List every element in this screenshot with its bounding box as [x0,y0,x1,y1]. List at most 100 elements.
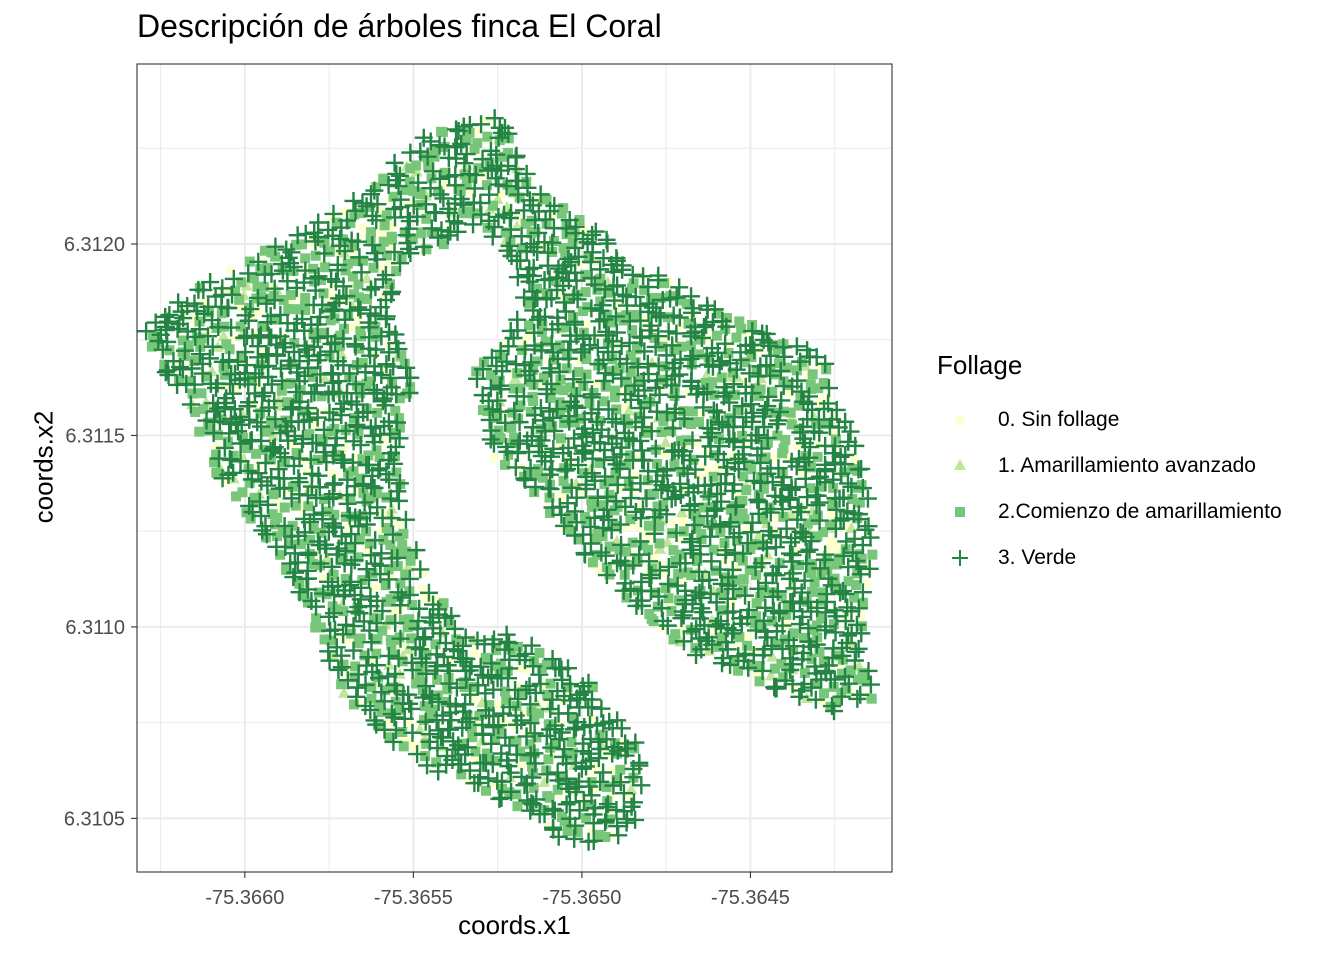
point-comienzo-amarillamiento [696,528,707,539]
point-verde [387,720,406,739]
point-comienzo-amarillamiento [785,407,796,418]
point-verde [386,437,405,456]
point-comienzo-amarillamiento [587,682,598,693]
point-comienzo-amarillamiento [828,619,839,630]
point-comienzo-amarillamiento [355,633,366,644]
point-verde [428,228,447,247]
point-verde [839,626,858,645]
point-verde [501,763,520,782]
point-comienzo-amarillamiento [372,634,383,645]
point-comienzo-amarillamiento [544,792,555,803]
point-verde [388,548,407,567]
point-comienzo-amarillamiento [556,208,567,219]
point-comienzo-amarillamiento [614,363,625,374]
point-comienzo-amarillamiento [399,358,410,369]
point-comienzo-amarillamiento [531,283,542,294]
point-verde [582,269,601,288]
point-comienzo-amarillamiento [470,746,481,757]
point-verde [220,351,239,370]
point-verde [566,263,585,282]
point-comienzo-amarillamiento [751,366,762,377]
plot-border [136,63,893,873]
point-amarillamiento-avanzado [337,686,350,698]
point-verde [282,489,301,508]
point-comienzo-amarillamiento [315,622,326,633]
point-comienzo-amarillamiento [791,365,802,376]
point-comienzo-amarillamiento [676,466,687,477]
point-comienzo-amarillamiento [484,754,495,765]
point-verde [583,225,602,244]
point-comienzo-amarillamiento [600,381,611,392]
point-verde [412,649,431,668]
point-amarillamiento-avanzado [766,650,779,662]
point-verde [768,582,787,601]
point-verde [612,369,631,388]
point-verde [365,478,384,497]
point-verde [265,391,284,410]
point-verde [497,177,516,196]
point-verde [572,343,591,362]
point-verde [215,398,234,417]
point-verde [307,433,326,452]
point-sin-follage [394,520,404,530]
point-verde [631,399,650,418]
point-comienzo-amarillamiento [480,652,491,663]
point-verde [489,716,508,735]
point-comienzo-amarillamiento [357,454,368,465]
point-comienzo-amarillamiento [614,544,625,555]
point-verde [493,362,512,381]
point-comienzo-amarillamiento [673,568,684,579]
point-verde [365,357,384,376]
point-comienzo-amarillamiento [385,540,396,551]
point-comienzo-amarillamiento [416,227,427,238]
point-comienzo-amarillamiento [832,559,843,570]
point-comienzo-amarillamiento [810,418,821,429]
point-verde [422,219,441,238]
point-verde [266,237,285,256]
point-verde [620,333,639,352]
point-comienzo-amarillamiento [767,386,778,397]
point-comienzo-amarillamiento [258,281,269,292]
point-verde [384,357,403,376]
point-comienzo-amarillamiento [713,308,724,319]
point-comienzo-amarillamiento [430,639,441,650]
point-comienzo-amarillamiento [567,237,578,248]
point-verde [833,582,852,601]
point-verde [479,769,498,788]
point-verde [592,699,611,718]
point-comienzo-amarillamiento [527,364,538,375]
point-verde [384,732,403,751]
point-comienzo-amarillamiento [534,708,545,719]
point-verde [754,611,773,630]
point-comienzo-amarillamiento [472,138,483,149]
point-verde [634,267,653,286]
point-comienzo-amarillamiento [371,488,382,499]
point-comienzo-amarillamiento [822,564,833,575]
point-comienzo-amarillamiento [277,525,288,536]
point-verde [575,544,594,563]
point-comienzo-amarillamiento [397,656,408,667]
point-verde [258,476,277,495]
point-comienzo-amarillamiento [769,663,780,674]
point-comienzo-amarillamiento [308,263,319,274]
point-verde [859,517,878,536]
point-verde [557,219,576,238]
point-verde [700,570,719,589]
point-comienzo-amarillamiento [397,726,408,737]
point-verde [761,503,780,522]
point-verde [833,646,852,665]
point-comienzo-amarillamiento [272,512,283,523]
point-comienzo-amarillamiento [481,180,492,191]
point-verde [386,325,405,344]
point-verde [640,569,659,588]
point-verde [389,491,408,510]
point-verde [567,326,586,345]
point-comienzo-amarillamiento [573,367,584,378]
point-verde [362,280,381,299]
x-tick-label: -75.3660 [205,887,284,909]
point-verde [633,418,652,437]
point-verde [521,459,540,478]
point-comienzo-amarillamiento [754,676,765,687]
point-verde [490,376,509,395]
point-comienzo-amarillamiento [802,518,813,529]
